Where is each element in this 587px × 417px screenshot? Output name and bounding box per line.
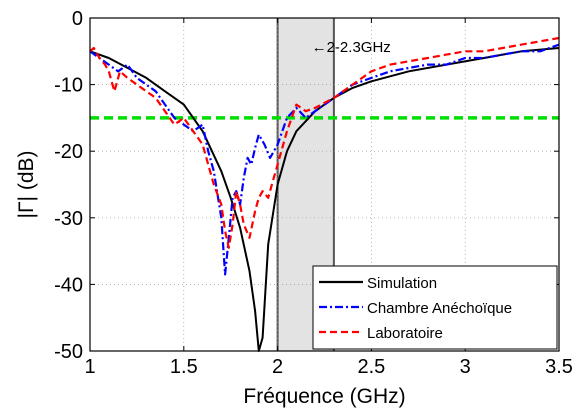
legend-label-1: Chambre Anéchoïque (367, 300, 512, 317)
y-tick-label: -40 (54, 274, 83, 296)
y-tick-label: -30 (54, 208, 83, 230)
tick-layer: 1 1.5 2 2.5 3 3.5 0 -10 -20 -30 -40 -50 (54, 8, 573, 378)
x-tick-label: 2.5 (357, 356, 385, 378)
legend-label-2: Laboratoire (367, 325, 443, 342)
y-tick-label: 0 (72, 8, 83, 30)
y-axis-label: |Γ| (dB) (15, 151, 38, 219)
x-tick-label: 2 (272, 356, 283, 378)
legend: Simulation Chambre Anéchoïque Laboratoire (312, 265, 558, 350)
legend-label-0: Simulation (367, 275, 437, 292)
series-line-1 (89, 43, 560, 276)
x-tick-label: 3.5 (545, 356, 573, 378)
x-tick-label: 3 (460, 356, 471, 378)
plot-frame (89, 17, 560, 352)
y-tick-label: -10 (54, 75, 83, 97)
band-label: ←2-2.3GHz (312, 39, 391, 56)
x-tick-label: 1.5 (170, 356, 198, 378)
y-tick-label: -50 (54, 341, 83, 363)
series-line-0 (89, 47, 560, 352)
y-tick-label: -20 (54, 141, 83, 163)
x-tick-label: 1 (84, 356, 95, 378)
x-axis-label: Fréquence (GHz) (243, 385, 405, 408)
series-layer (89, 36, 560, 352)
